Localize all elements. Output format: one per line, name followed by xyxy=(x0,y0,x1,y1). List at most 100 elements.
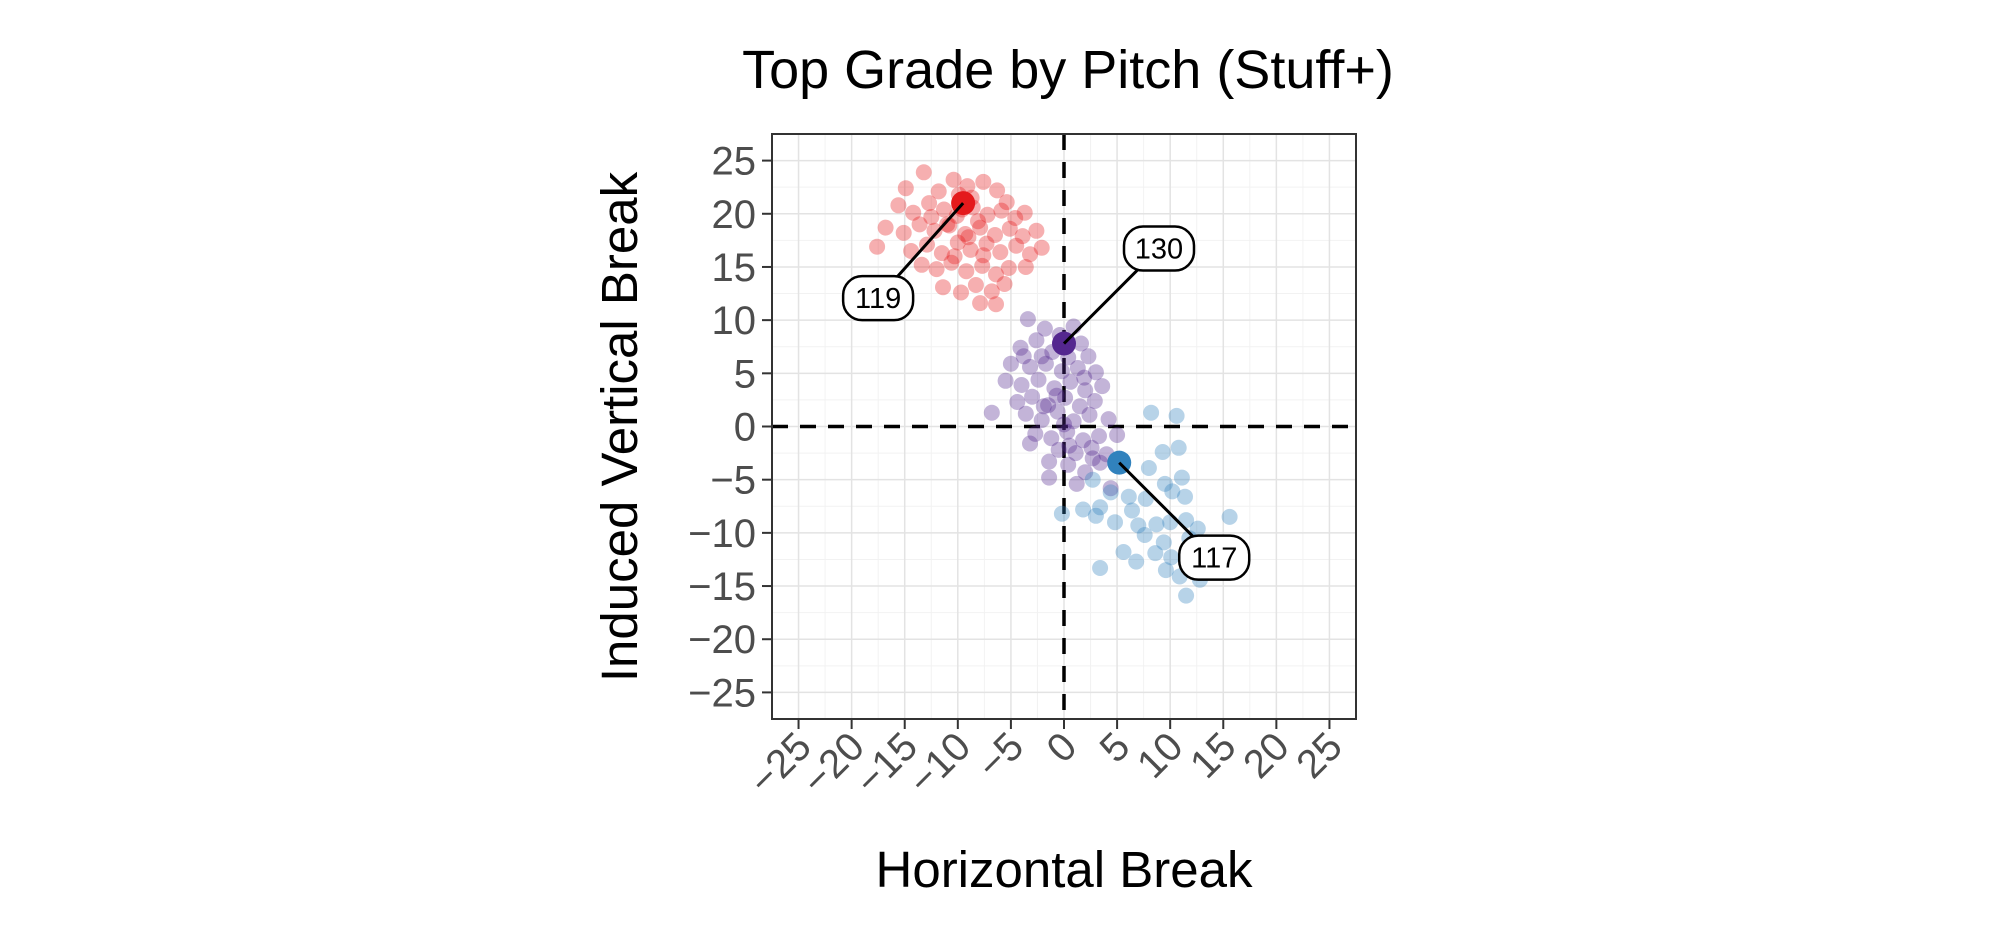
x-tick-label: 25 xyxy=(1288,724,1351,787)
y-tick-label: −15 xyxy=(688,565,756,609)
scatter-point-series-2 xyxy=(1002,355,1019,372)
scatter-point-series-2 xyxy=(1069,360,1086,376)
scatter-point-series-1 xyxy=(970,213,986,230)
scatter-point-series-1 xyxy=(1000,260,1017,276)
scatter-point-series-2 xyxy=(1100,411,1117,428)
scatter-point-series-1 xyxy=(939,216,956,233)
scatter-point-series-3 xyxy=(1154,444,1171,460)
x-tick-label: −5 xyxy=(969,724,1032,787)
scatter-point-series-3 xyxy=(1136,527,1153,543)
scatter-point-series-1 xyxy=(992,244,1009,261)
scatter-point-series-1 xyxy=(975,173,992,190)
callout-labels: 119 130 117 xyxy=(841,202,1251,581)
scatter-point-series-1 xyxy=(1028,222,1045,239)
scatter-point-series-2 xyxy=(1028,332,1045,349)
scatter-point-series-1 xyxy=(953,284,969,301)
scatter-point-series-2 xyxy=(1043,430,1060,447)
scatter-point-series-1 xyxy=(1008,237,1025,254)
scatter-point-series-2 xyxy=(1040,397,1057,414)
scatter-point-series-1 xyxy=(996,276,1013,292)
scatter-point-series-1 xyxy=(958,263,975,280)
scatter-point-series-3 xyxy=(1157,562,1174,579)
y-tick-label: 15 xyxy=(712,246,757,290)
scatter-point-series-1 xyxy=(869,238,886,255)
callout-label: 130 xyxy=(1135,234,1183,266)
scatter-point-series-1 xyxy=(1001,220,1018,237)
scatter-point-series-1 xyxy=(1022,246,1038,263)
scatter-point-series-1 xyxy=(945,171,962,188)
scatter-point-series-2 xyxy=(1086,393,1103,409)
scatter-point-series-1 xyxy=(972,295,989,312)
scatter-point-series-2 xyxy=(1056,416,1072,433)
scatter-point-series-1 xyxy=(930,183,947,200)
scatter-point-series-1 xyxy=(988,296,1004,313)
y-tick-label: −5 xyxy=(710,459,756,503)
scatter-point-series-2 xyxy=(1033,348,1050,365)
scatter-point-series-1 xyxy=(1033,239,1050,256)
scatter-point-series-1 xyxy=(960,229,977,246)
scatter-point-series-1 xyxy=(967,277,984,293)
scatter-point-series-2 xyxy=(1087,364,1104,381)
scatter-point-series-3 xyxy=(1053,505,1070,522)
scatter-point-series-3 xyxy=(1173,469,1190,486)
x-tick-label: −10 xyxy=(900,724,979,803)
y-axis-title: Induced Vertical Break xyxy=(591,171,648,682)
scatter-point-series-1 xyxy=(972,219,989,236)
scatter-point-series-3 xyxy=(1162,514,1179,531)
scatter-point-series-3 xyxy=(1124,502,1140,519)
scatter-point-series-2 xyxy=(1037,355,1054,372)
scatter-point-series-1 xyxy=(983,283,1000,300)
scatter-point-series-1 xyxy=(962,241,979,258)
scatter-point-series-2 xyxy=(1083,439,1100,456)
scatter-point-series-1 xyxy=(988,266,1004,283)
scatter-point-series-2 xyxy=(1015,348,1032,365)
scatter-point-series-3 xyxy=(1107,514,1123,531)
scatter-point-series-1 xyxy=(895,224,912,241)
callout-label: 119 xyxy=(855,283,901,315)
scatter-point-series-3 xyxy=(1084,471,1101,488)
scatter-point-series-2 xyxy=(1076,369,1093,386)
scatter-point-series-3 xyxy=(1163,549,1180,566)
y-tick-label: 5 xyxy=(734,352,756,396)
scatter-point-series-2 xyxy=(1041,453,1058,470)
y-tick-label: 0 xyxy=(734,406,756,450)
scatter-point-series-2 xyxy=(1081,406,1098,423)
scatter-point-series-1 xyxy=(936,201,952,218)
scatter-point-series-1 xyxy=(959,178,976,195)
scatter-point-series-2 xyxy=(1019,311,1036,328)
y-tick-label: −10 xyxy=(688,512,756,556)
callout-label: 117 xyxy=(1191,543,1237,575)
scatter-point-series-3 xyxy=(1128,553,1145,570)
scatter-point-series-2 xyxy=(1053,363,1070,380)
scatter-point-series-1 xyxy=(921,195,938,212)
scatter-point-series-2 xyxy=(983,404,1000,421)
scatter-point-series-2 xyxy=(1041,469,1058,486)
scatter-point-series-1 xyxy=(915,164,932,181)
scatter-point-series-1 xyxy=(1017,259,1034,275)
scatter-point-series-2 xyxy=(1012,339,1029,356)
scatter-point-series-2 xyxy=(1102,480,1119,497)
scatter-point-series-1 xyxy=(974,257,991,274)
scatter-point-series-1 xyxy=(928,261,945,278)
scatter-point-series-1 xyxy=(987,227,1003,243)
scatter-point-series-2 xyxy=(1084,450,1101,467)
scatter-points xyxy=(869,164,1238,604)
scatter-point-series-3 xyxy=(1170,439,1187,456)
callout-box xyxy=(841,274,915,322)
scatter-point-series-2 xyxy=(1017,405,1034,422)
scatter-point-series-1 xyxy=(911,216,928,233)
scatter-point-series-2 xyxy=(1061,437,1078,454)
scatter-point-series-2 xyxy=(1068,475,1085,492)
scatter-point-series-2 xyxy=(1109,427,1126,443)
scatter-point-series-2 xyxy=(1009,394,1026,410)
scatter-point-series-2 xyxy=(1080,348,1097,365)
scatter-point-series-2 xyxy=(1065,413,1082,430)
y-tick-label: −25 xyxy=(688,671,756,715)
scatter-point-series-1 xyxy=(1014,228,1031,245)
scatter-point-series-3 xyxy=(1178,587,1195,604)
scatter-point-series-1 xyxy=(923,209,940,225)
callout-box xyxy=(1122,225,1196,272)
scatter-point-series-2 xyxy=(1094,378,1111,395)
scatter-point-series-1 xyxy=(877,219,894,236)
